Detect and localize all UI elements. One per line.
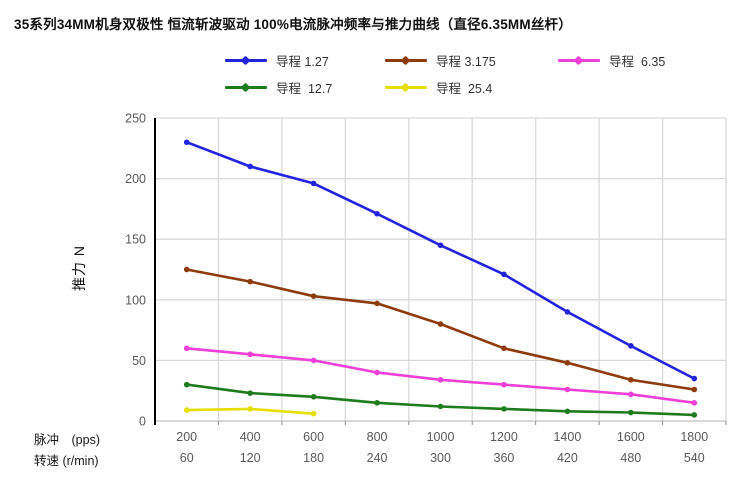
svg-text:1600: 1600 bbox=[617, 430, 645, 444]
legend-item-3: 导程 12.7 bbox=[225, 79, 333, 96]
legend-label: 导程 1.27 bbox=[276, 54, 329, 69]
series-line-3 bbox=[183, 381, 698, 418]
svg-text:1400: 1400 bbox=[553, 430, 581, 444]
svg-text:360: 360 bbox=[494, 451, 515, 465]
svg-text:600: 600 bbox=[303, 430, 324, 444]
legend-item-0: 导程 1.27 bbox=[225, 52, 329, 69]
svg-text:800: 800 bbox=[367, 430, 388, 444]
legend-item-1: 导程 3.175 bbox=[385, 52, 496, 69]
x-tick-labels-speed: 60 120 180 240 300 360 420 480 540 bbox=[180, 451, 705, 465]
legend-label: 导程 12.7 bbox=[276, 81, 333, 96]
series-line-4 bbox=[183, 406, 317, 417]
legend-line-marker bbox=[385, 55, 427, 65]
legend: 导程 1.27 导程 3.175 导程 6.35 导程 12.7 导程 25.4 bbox=[0, 0, 750, 100]
svg-text:100: 100 bbox=[125, 293, 146, 307]
svg-text:120: 120 bbox=[240, 451, 261, 465]
svg-text:200: 200 bbox=[125, 172, 146, 186]
series-line-0 bbox=[183, 139, 698, 382]
svg-text:150: 150 bbox=[125, 233, 146, 247]
svg-text:1800: 1800 bbox=[680, 430, 708, 444]
svg-text:420: 420 bbox=[557, 451, 578, 465]
svg-text:1000: 1000 bbox=[427, 430, 455, 444]
svg-text:0: 0 bbox=[139, 415, 146, 429]
x-axis-caption-pulse: 脉冲 (pps) bbox=[34, 433, 100, 447]
legend-line-marker bbox=[558, 55, 600, 65]
legend-line-marker bbox=[225, 55, 267, 65]
legend-label: 导程 6.35 bbox=[609, 54, 666, 69]
svg-text:400: 400 bbox=[240, 430, 261, 444]
legend-label: 导程 25.4 bbox=[436, 81, 493, 96]
svg-text:1200: 1200 bbox=[490, 430, 518, 444]
series-line-2 bbox=[183, 345, 698, 406]
y-tick-labels: 0 50 100 150 200 250 bbox=[125, 112, 146, 429]
svg-text:240: 240 bbox=[367, 451, 388, 465]
x-tick-labels-pulse: 200 400 600 800 1000 1200 1400 1600 1800 bbox=[176, 430, 708, 444]
svg-text:300: 300 bbox=[430, 451, 451, 465]
svg-text:50: 50 bbox=[132, 354, 146, 368]
series-line-1 bbox=[183, 266, 698, 393]
svg-text:540: 540 bbox=[684, 451, 705, 465]
legend-line-marker bbox=[385, 82, 427, 92]
chart-title: 35系列34MM机身双极性 恒流斩波驱动 100%电流脉冲频率与推力曲线（直径6… bbox=[14, 17, 572, 32]
svg-text:480: 480 bbox=[620, 451, 641, 465]
legend-item-2: 导程 6.35 bbox=[558, 52, 666, 69]
x-axis-caption-speed: 转速 (r/min) bbox=[34, 454, 99, 468]
svg-text:250: 250 bbox=[125, 112, 146, 126]
svg-text:200: 200 bbox=[176, 430, 197, 444]
svg-text:180: 180 bbox=[303, 451, 324, 465]
legend-line-marker bbox=[225, 82, 267, 92]
legend-item-4: 导程 25.4 bbox=[385, 79, 493, 96]
legend-label: 导程 3.175 bbox=[436, 54, 496, 69]
svg-text:60: 60 bbox=[180, 451, 194, 465]
